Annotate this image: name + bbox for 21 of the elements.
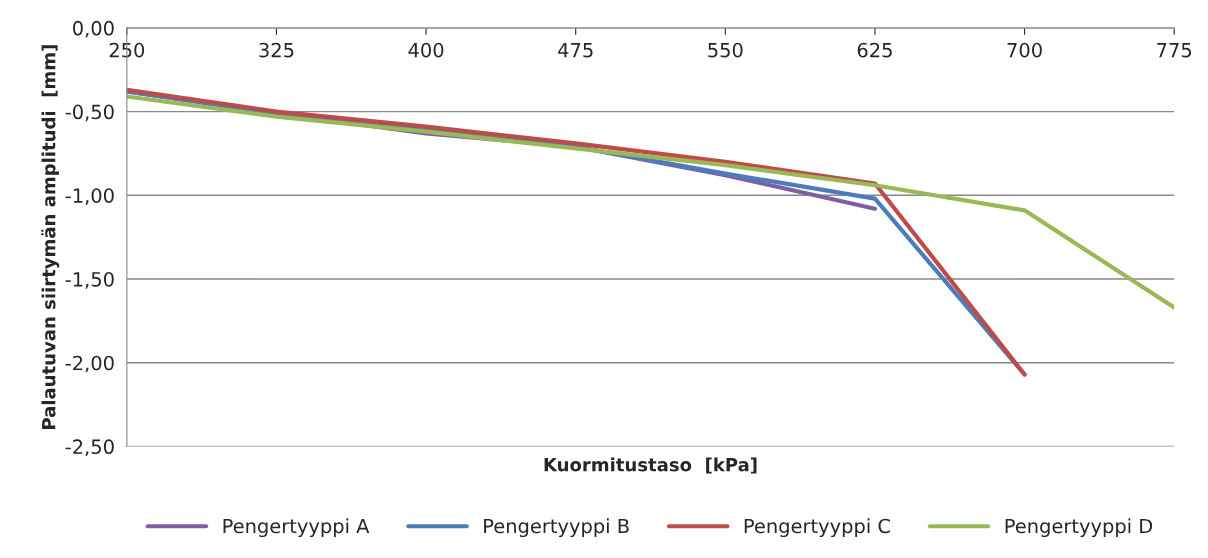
- legend-label: Pengertyyppi C: [744, 518, 890, 538]
- x-tick-label: 475: [558, 43, 593, 58]
- x-tick-label: 700: [1007, 42, 1042, 58]
- line-series: [126, 94, 1175, 310]
- y-tick-label: -1,50: [65, 271, 114, 289]
- x-tick-label: 400: [408, 42, 444, 58]
- legend-label: Pengertyyppi B: [484, 518, 629, 538]
- x-tick-label: 250: [109, 42, 145, 58]
- legend-label: Pengertyyppi D: [1005, 518, 1153, 538]
- x-tick-label: 625: [857, 42, 892, 58]
- x-axis-title: Kuormitustaso [kPa]: [544, 457, 757, 474]
- y-axis-title: Palautuvan siirtymän amplitudi [mm]: [41, 45, 60, 429]
- x-tick-label: 775: [1157, 43, 1192, 58]
- y-tick-label: 0,00: [73, 20, 114, 38]
- y-tick-label: -0,50: [65, 104, 114, 122]
- y-tick-label: -1,00: [65, 188, 114, 205]
- x-tick-label: 325: [259, 42, 294, 58]
- legend-label: Pengertyyppi A: [223, 518, 370, 538]
- y-tick-label: -2,50: [65, 439, 114, 457]
- y-tick-label: -2,00: [65, 355, 114, 373]
- x-tick-label: 550: [708, 42, 743, 58]
